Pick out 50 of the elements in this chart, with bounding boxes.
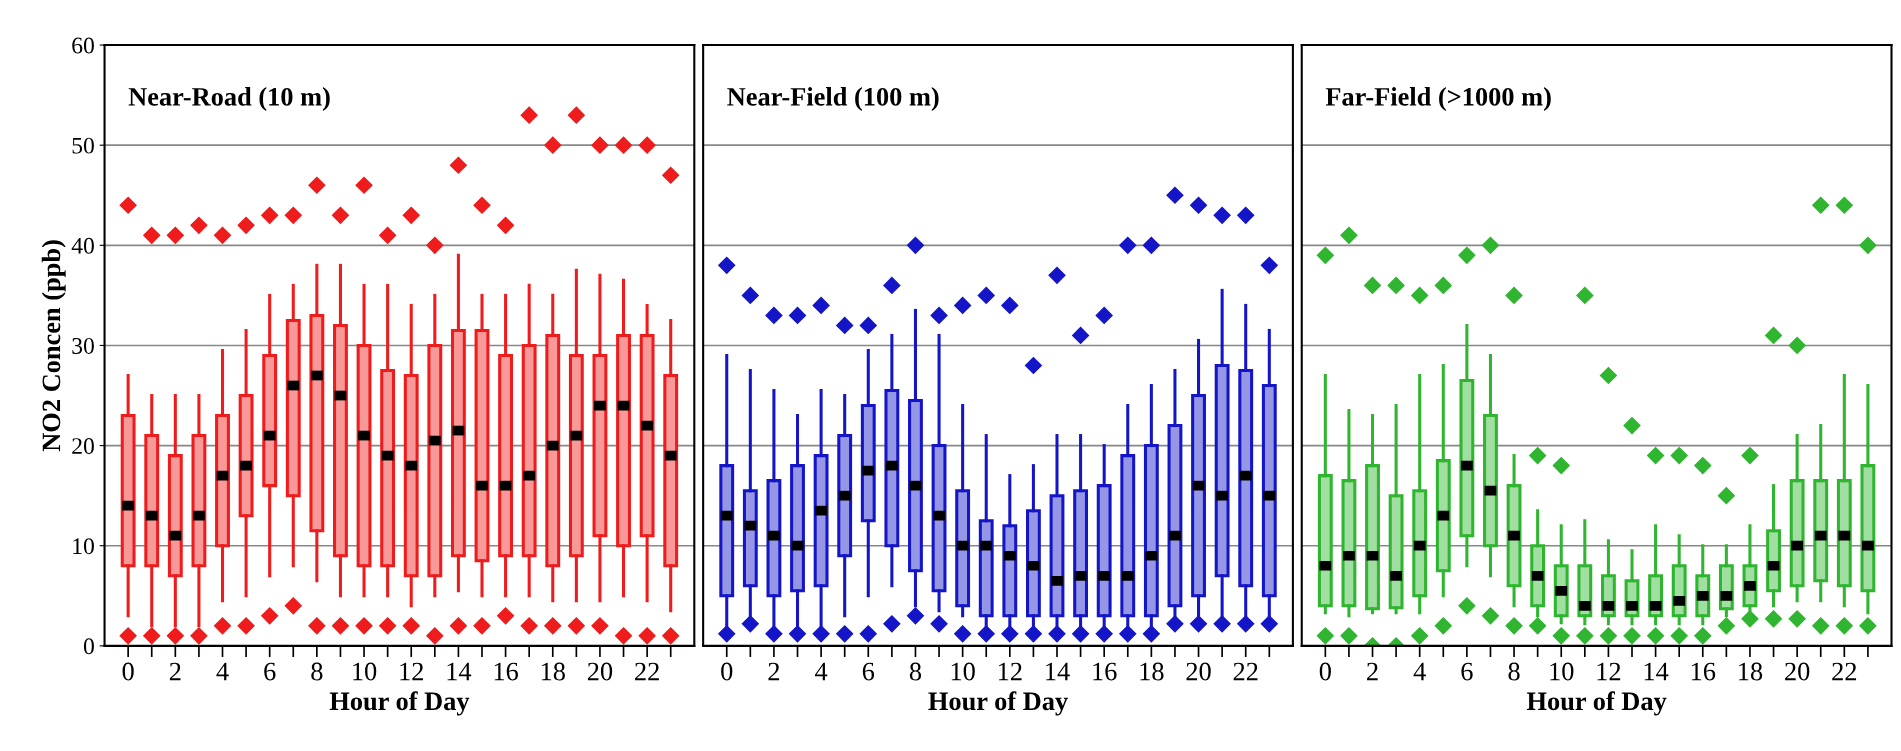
x-tick-label: 0: [1319, 662, 1331, 681]
x-tick-label: 4: [216, 662, 229, 681]
x-tick-label: 22: [1832, 662, 1857, 681]
x-tick-label: 22: [635, 662, 659, 681]
x-tick-label: 10: [353, 662, 377, 681]
y-tick-label: 60: [72, 37, 94, 54]
text: Near-Road (10 m): [128, 87, 330, 112]
x-tick-label: 10: [951, 662, 975, 681]
x-tick-label: 2: [1367, 662, 1378, 681]
x-tick-label: 16: [494, 662, 518, 681]
x-tick-label: 8: [909, 662, 922, 681]
x-tick-label: 4: [1413, 662, 1426, 681]
y-tick-label: 30: [72, 337, 94, 354]
x-tick-label: 0: [721, 662, 733, 681]
x-tick-label: 14: [1644, 662, 1669, 681]
x-tick-label: 16: [1093, 662, 1117, 681]
x-axis-title: Hour of Day: [1526, 691, 1667, 716]
x-tick-label: 18: [1140, 662, 1164, 681]
x-tick-label: 20: [1186, 662, 1211, 681]
x-tick-label: 18: [1739, 662, 1763, 681]
y-tick-label: 50: [72, 137, 94, 154]
y-axis-title: NO2 Concen (ppb): [41, 240, 66, 452]
x-tick-label: 20: [587, 662, 613, 681]
x-tick-label: 6: [264, 662, 276, 681]
y-tick-label: 10: [73, 538, 94, 555]
x-tick-label: 12: [1597, 662, 1621, 681]
x-tick-label: 12: [998, 662, 1022, 681]
x-tick-label: 2: [768, 662, 780, 681]
x-tick-label: 8: [1508, 662, 1520, 681]
x-tick-label: 2: [169, 662, 181, 681]
x-tick-label: 0: [122, 662, 134, 681]
y-tick-label: 20: [72, 438, 94, 455]
x-tick-label: 22: [1233, 662, 1258, 681]
x-tick-label: 12: [400, 662, 423, 681]
x-tick-label: 8: [311, 662, 323, 681]
x-tick-label: 16: [1691, 662, 1716, 681]
x-tick-label: 6: [1461, 662, 1473, 681]
text: Far-Field (>1000 m): [1325, 87, 1551, 112]
x-tick-label: 18: [541, 662, 565, 681]
x-tick-label: 10: [1550, 662, 1574, 681]
text: Near-Field (100 m): [727, 87, 939, 112]
x-tick-label: 20: [1785, 662, 1810, 681]
x-tick-label: 14: [447, 662, 472, 681]
y-tick-label: 40: [71, 237, 94, 254]
y-tick-label: 0: [83, 638, 94, 655]
x-tick-label: 6: [862, 662, 875, 681]
x-tick-label: 14: [1046, 662, 1070, 681]
x-axis-title: Hour of Day: [329, 691, 470, 716]
x-tick-label: 4: [815, 662, 828, 681]
x-axis-title: Hour of Day: [928, 691, 1068, 716]
